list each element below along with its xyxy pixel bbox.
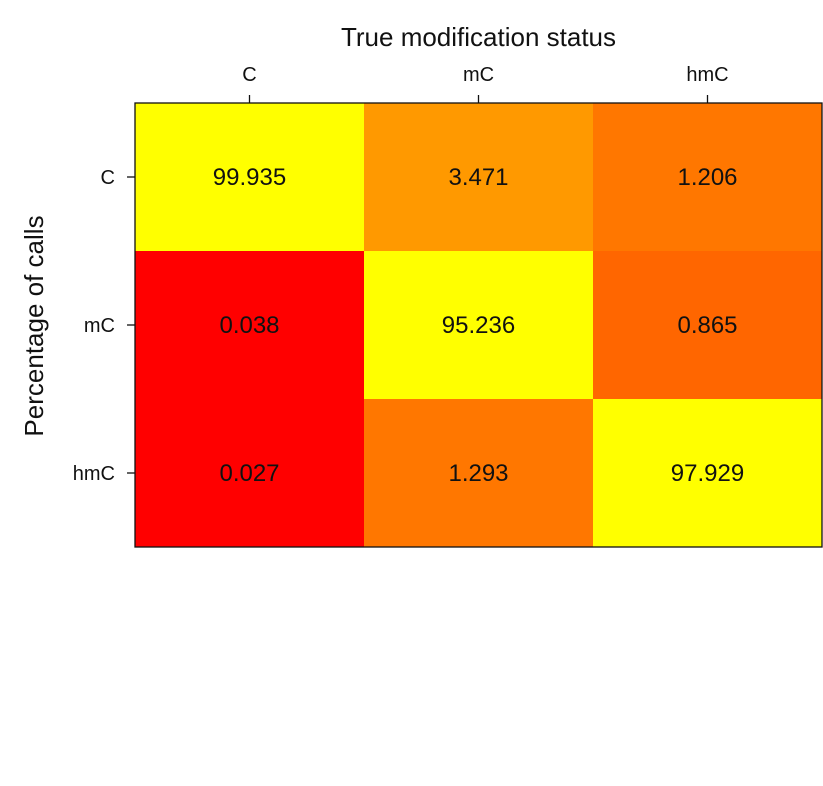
cell-value-label: 0.865	[677, 312, 737, 339]
heatmap-value-labels: 99.935 3.471 1.206 0.038 95.236 0.865 0.027 1.2…	[213, 164, 744, 487]
heatmap-cell	[135, 251, 365, 400]
heatmap-cell	[135, 103, 365, 252]
heatmap-cell	[364, 103, 594, 252]
cell-value-label: 1.206	[677, 164, 737, 191]
y-axis-ticks: CmC hmC	[73, 167, 135, 485]
heatmap-cell	[364, 399, 594, 548]
x-axis-title: True modification status	[341, 22, 616, 52]
y-tick-label: C	[101, 167, 115, 189]
cell-value-label: 0.027	[219, 460, 279, 487]
cell-value-label: 1.293	[448, 460, 508, 487]
heatmap-cell	[593, 251, 823, 400]
heatmap-cell	[364, 251, 594, 400]
y-tick-label: hmC	[73, 463, 115, 485]
x-tick-label: hmC	[686, 64, 728, 86]
cell-value-label: 0.038	[219, 312, 279, 339]
heatmap-cells	[135, 103, 823, 548]
cell-value-label: 97.929	[671, 460, 744, 487]
y-axis-title: Percentage of calls	[19, 215, 49, 436]
cell-value-label: 3.471	[448, 164, 508, 191]
heatmap-cell	[135, 399, 365, 548]
y-tick-label: mC	[84, 315, 115, 337]
heatmap-cell	[593, 399, 823, 548]
cell-value-label: 95.236	[442, 312, 515, 339]
x-tick-label: mC	[463, 64, 494, 86]
x-tick-label: C	[242, 64, 256, 86]
heatmap-cell	[593, 103, 823, 252]
cell-value-label: 99.935	[213, 164, 286, 191]
plot-border	[134, 102, 823, 548]
